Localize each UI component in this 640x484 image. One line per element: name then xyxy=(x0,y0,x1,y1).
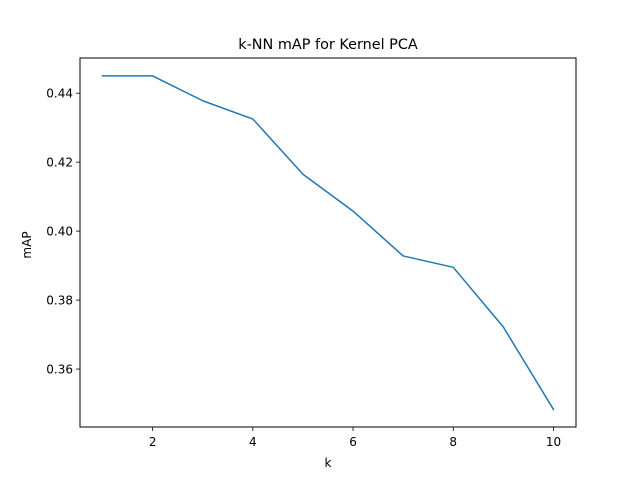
y-tick-label: 0.44 xyxy=(46,87,73,101)
y-tick-label: 0.38 xyxy=(46,294,73,308)
x-tick-label: 2 xyxy=(149,435,157,449)
series-line xyxy=(103,76,554,409)
plot-frame xyxy=(80,58,576,427)
plot-area: 2 4 6 8 10 0.36 0.38 0.40 0.42 0.44 xyxy=(46,58,576,449)
y-tick-label: 0.42 xyxy=(46,156,73,170)
x-tick-label: 6 xyxy=(349,435,357,449)
x-tick-label: 8 xyxy=(449,435,457,449)
x-tick-label: 4 xyxy=(249,435,257,449)
y-tick-label: 0.36 xyxy=(46,363,73,377)
x-axis-label: k xyxy=(325,456,332,470)
x-tick-label: 10 xyxy=(546,435,561,449)
y-axis-label: mAP xyxy=(20,231,34,258)
y-tick-label: 0.40 xyxy=(46,225,73,239)
chart-title: k-NN mAP for Kernel PCA xyxy=(238,37,418,53)
